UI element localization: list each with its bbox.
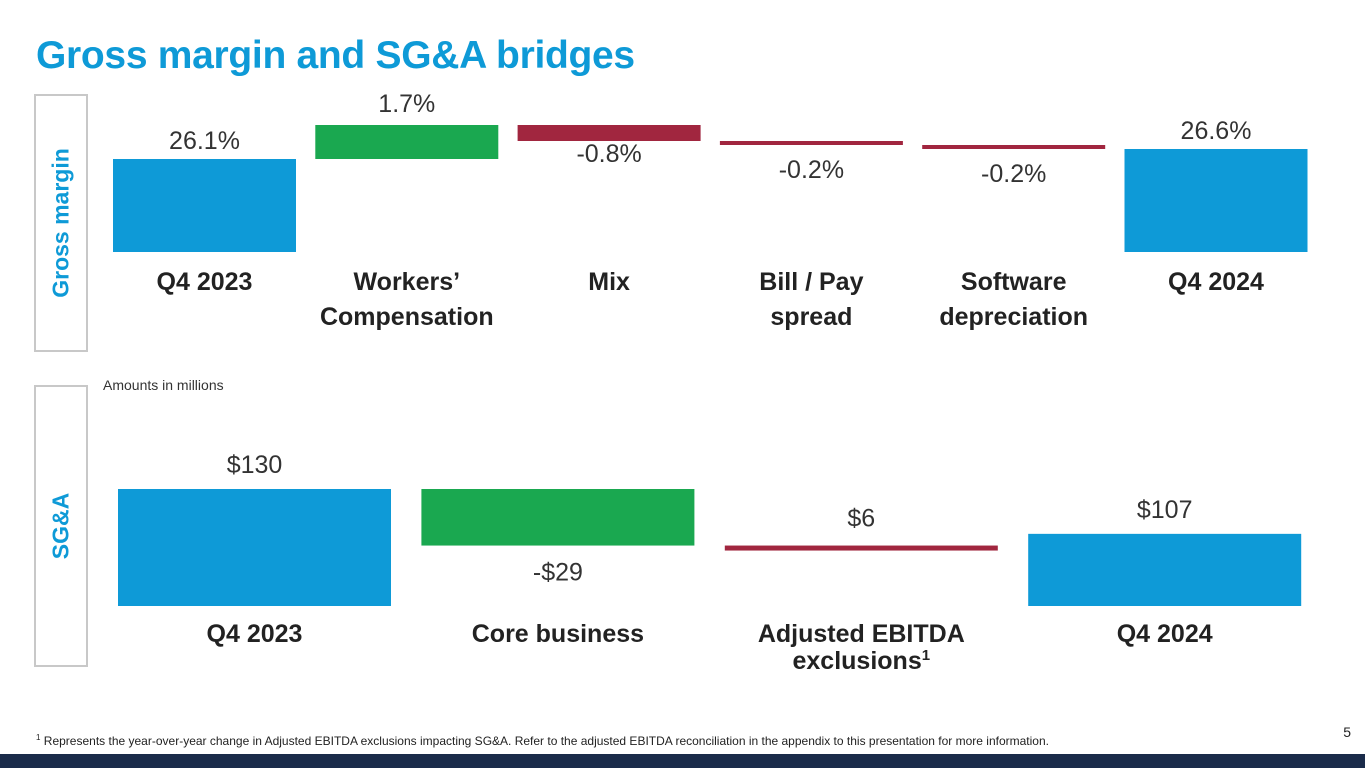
gross-margin-bar <box>517 125 701 141</box>
sga-category-label: exclusions1 <box>793 647 931 675</box>
footer-bar <box>0 754 1365 768</box>
gross-margin-value-label: 26.6% <box>1181 117 1252 145</box>
gross-margin-bar <box>113 159 296 252</box>
page-number: 5 <box>1343 724 1351 740</box>
gross-margin-category-label: depreciation <box>939 303 1088 331</box>
gross-margin-category-label: Compensation <box>320 303 494 331</box>
sga-category-label: Q4 2024 <box>1117 620 1213 648</box>
gross-margin-bar <box>315 125 499 159</box>
sga-category-label: Core business <box>472 620 644 648</box>
gross-margin-category-label: Bill / Pay <box>759 268 863 296</box>
gross-margin-value-label: -0.8% <box>576 140 641 168</box>
gross-margin-bar <box>719 141 903 145</box>
gross-margin-value-label: 26.1% <box>169 127 240 155</box>
gross-margin-category-label: spread <box>770 303 852 331</box>
gross-margin-side-label: Gross margin <box>34 94 88 352</box>
footnote-marker: 1 <box>36 733 41 742</box>
gross-margin-bar <box>1124 149 1308 252</box>
gross-margin-category-label: Workers’ <box>354 268 461 296</box>
sga-value-label: $130 <box>227 451 283 479</box>
sga-value-label: $107 <box>1137 496 1193 524</box>
sga-category-label: Adjusted EBITDA <box>758 620 965 648</box>
page-title: Gross margin and SG&A bridges <box>36 34 635 77</box>
gross-margin-category-label: Mix <box>588 268 630 296</box>
footnote: 1 Represents the year-over-year change i… <box>36 733 1049 748</box>
gross-margin-bar <box>922 145 1106 149</box>
sga-value-label: $6 <box>847 505 875 533</box>
sga-value-label: -$29 <box>533 559 583 587</box>
gross-margin-value-label: -0.2% <box>981 160 1046 188</box>
sga-bar <box>421 489 695 546</box>
amounts-note: Amounts in millions <box>103 377 224 393</box>
gross-margin-value-label: -0.2% <box>779 156 844 184</box>
footnote-text: Represents the year-over-year change in … <box>43 734 1049 748</box>
gross-margin-category-label: Q4 2024 <box>1168 268 1264 296</box>
sga-bar <box>724 545 998 551</box>
sga-side-label: SG&A <box>34 385 88 667</box>
sga-bar <box>1028 533 1302 606</box>
gross-margin-category-label: Q4 2023 <box>157 268 253 296</box>
sga-bar <box>118 489 391 606</box>
gross-margin-value-label: 1.7% <box>378 90 435 118</box>
sga-category-label: Q4 2023 <box>207 620 303 648</box>
gross-margin-category-label: Software <box>961 268 1067 296</box>
sga-category-superscript: 1 <box>922 647 930 664</box>
